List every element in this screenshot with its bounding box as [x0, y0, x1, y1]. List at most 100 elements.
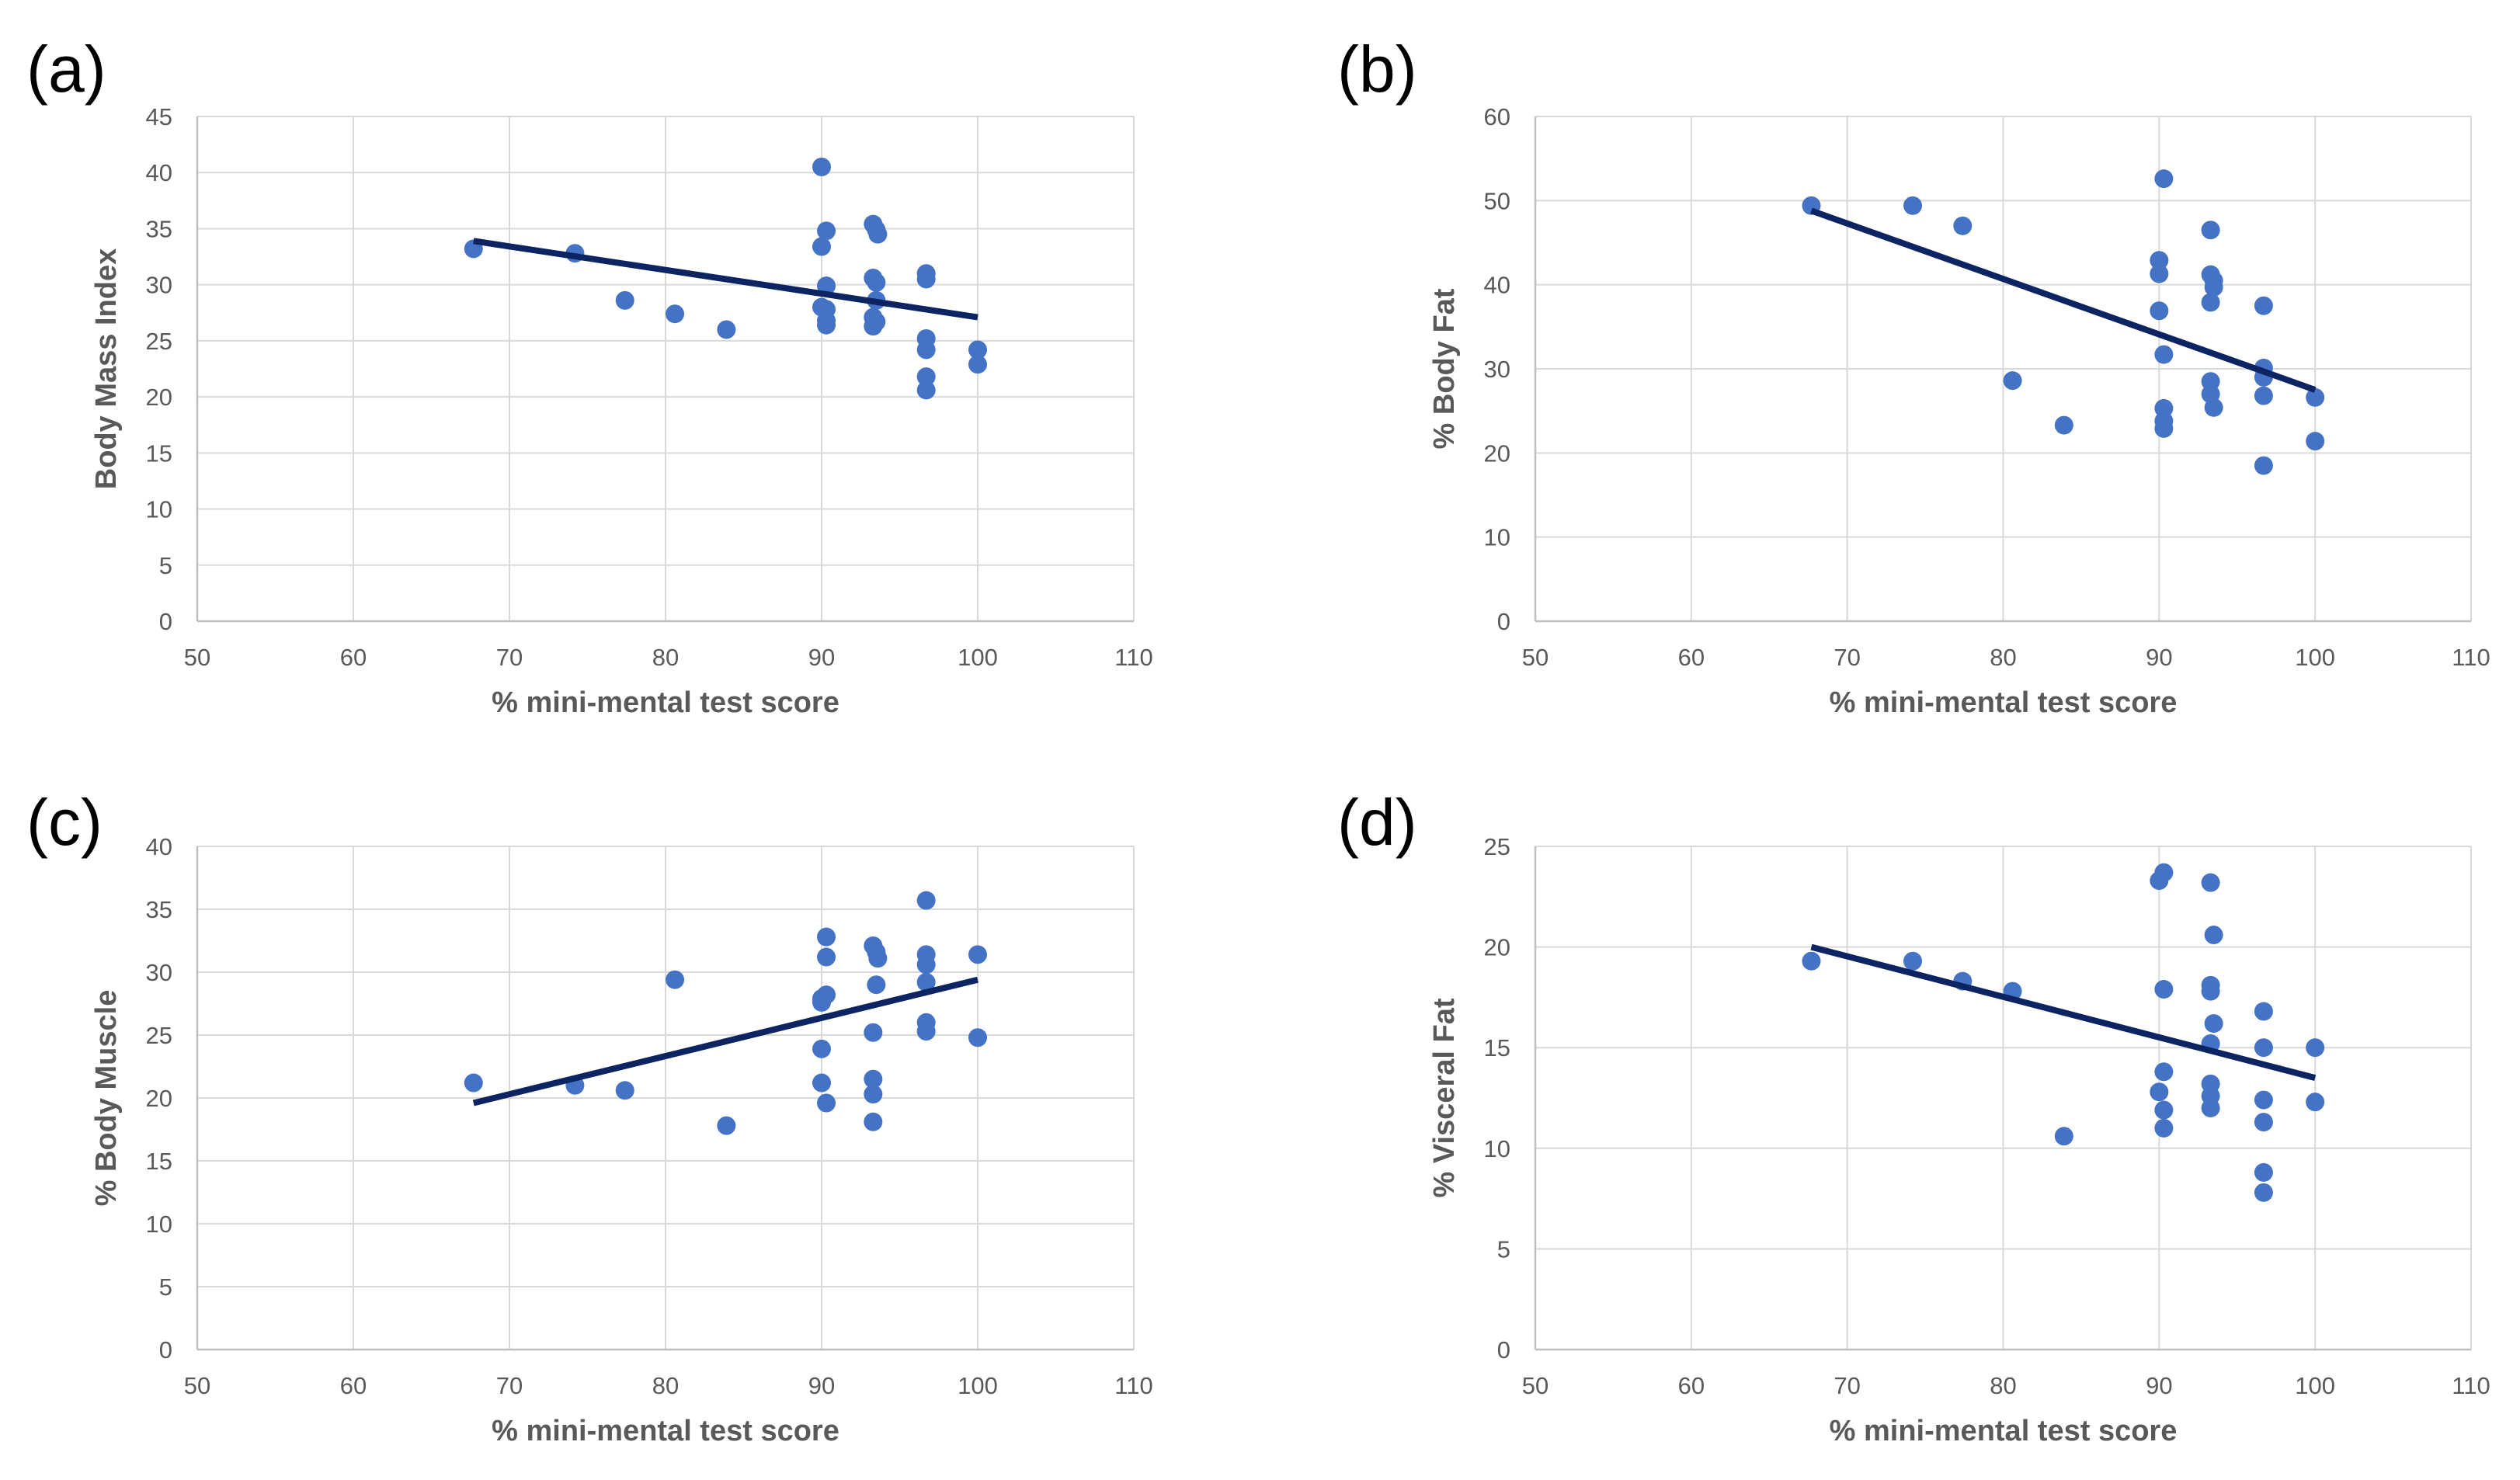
x-tick-label: 80 [652, 1372, 679, 1399]
data-point [2150, 301, 2169, 321]
data-point [812, 158, 831, 176]
y-tick-label: 0 [1497, 1336, 1510, 1364]
x-tick-label: 70 [496, 644, 523, 671]
x-tick-label: 70 [496, 1372, 523, 1399]
data-point [2254, 386, 2273, 405]
data-point [2254, 1183, 2273, 1202]
y-axis-title: % Body Muscle [90, 990, 123, 1207]
data-point [2254, 1162, 2273, 1182]
data-point [2306, 432, 2325, 451]
y-tick-label: 15 [146, 1148, 172, 1175]
data-point [864, 317, 883, 336]
data-point [968, 1028, 987, 1047]
y-tick-label: 30 [146, 959, 172, 986]
panel-label: (d) [1337, 786, 1417, 859]
data-point [868, 949, 888, 968]
data-point [2204, 398, 2223, 417]
y-tick-label: 30 [1484, 356, 1510, 383]
y-tick-label: 10 [1484, 1135, 1510, 1162]
data-point [817, 221, 836, 241]
y-tick-label: 40 [146, 833, 172, 860]
data-point [916, 891, 936, 910]
x-tick-label: 50 [184, 1372, 210, 1399]
data-point [2154, 980, 2174, 999]
data-point [864, 1112, 883, 1131]
x-tick-label: 50 [1522, 644, 1548, 671]
y-tick-label: 5 [159, 1273, 172, 1301]
x-tick-label: 60 [340, 1372, 367, 1399]
data-point [2254, 296, 2273, 315]
data-point [2204, 926, 2223, 945]
data-point [2254, 1113, 2273, 1132]
data-point [2150, 871, 2169, 891]
x-axis-title: % mini-mental test score [1830, 686, 2178, 719]
x-tick-label: 100 [958, 1372, 998, 1399]
data-point [2154, 419, 2174, 438]
data-point [1903, 951, 1923, 971]
x-tick-label: 100 [2295, 1372, 2335, 1399]
data-point [916, 340, 936, 360]
data-point [812, 992, 831, 1012]
data-point [817, 1093, 836, 1113]
x-tick-label: 90 [2146, 644, 2172, 671]
data-point [916, 269, 936, 289]
y-tick-label: 10 [146, 1211, 172, 1238]
data-point [666, 970, 685, 989]
y-tick-label: 40 [1484, 272, 1510, 299]
data-point [2150, 264, 2169, 283]
data-point [2306, 1038, 2325, 1058]
data-point [2201, 293, 2220, 312]
y-tick-label: 35 [146, 215, 172, 242]
x-axis-title: % mini-mental test score [1830, 1415, 2178, 1447]
y-tick-label: 15 [146, 439, 172, 467]
y-tick-label: 40 [146, 159, 172, 186]
y-tick-label: 35 [146, 896, 172, 923]
data-point [817, 315, 836, 335]
y-tick-label: 0 [1497, 608, 1510, 635]
y-tick-label: 20 [146, 384, 172, 411]
data-point [2054, 415, 2073, 435]
data-point [2154, 1100, 2174, 1120]
data-point [2154, 345, 2174, 364]
x-axis-title: % mini-mental test score [492, 686, 839, 719]
trendline [472, 976, 978, 1107]
data-point [2150, 1082, 2169, 1102]
data-point [867, 273, 886, 292]
panel-label: (a) [26, 33, 106, 106]
y-tick-label: 25 [146, 328, 172, 355]
y-tick-label: 5 [1497, 1235, 1510, 1263]
panel-label: (c) [26, 786, 103, 859]
data-point [2306, 1093, 2325, 1112]
y-tick-label: 20 [146, 1085, 172, 1112]
x-tick-label: 90 [2146, 1372, 2172, 1399]
data-point [2201, 1098, 2220, 1117]
y-tick-label: 45 [146, 103, 172, 130]
panel-b: (b) 0 10 20 30 40 50 60 50 60 70 80 90 100 110 % mini-m… [1337, 33, 2490, 719]
data-point [864, 1069, 883, 1089]
data-point [2154, 1062, 2174, 1082]
data-point [464, 1073, 483, 1093]
y-tick-label: 50 [1484, 187, 1510, 214]
data-point [968, 340, 987, 360]
x-tick-label: 100 [2295, 644, 2335, 671]
data-point [2204, 277, 2223, 297]
data-point [615, 290, 634, 310]
data-point [1903, 196, 1923, 215]
data-point [2003, 371, 2022, 391]
x-axis-title: % mini-mental test score [492, 1415, 839, 1447]
data-point [2201, 221, 2220, 240]
x-tick-label: 110 [1114, 644, 1152, 671]
data-point [2254, 1002, 2273, 1021]
data-point [968, 355, 987, 374]
y-tick-label: 25 [1484, 833, 1510, 860]
x-tick-label: 90 [808, 644, 835, 671]
data-point [2254, 1090, 2273, 1110]
data-point [2204, 1014, 2223, 1034]
x-tick-label: 50 [1522, 1372, 1548, 1399]
x-tick-label: 100 [958, 644, 998, 671]
data-point [916, 972, 936, 992]
data-point [812, 1073, 831, 1093]
trendline [1810, 943, 2317, 1081]
y-tick-label: 0 [159, 1336, 172, 1364]
